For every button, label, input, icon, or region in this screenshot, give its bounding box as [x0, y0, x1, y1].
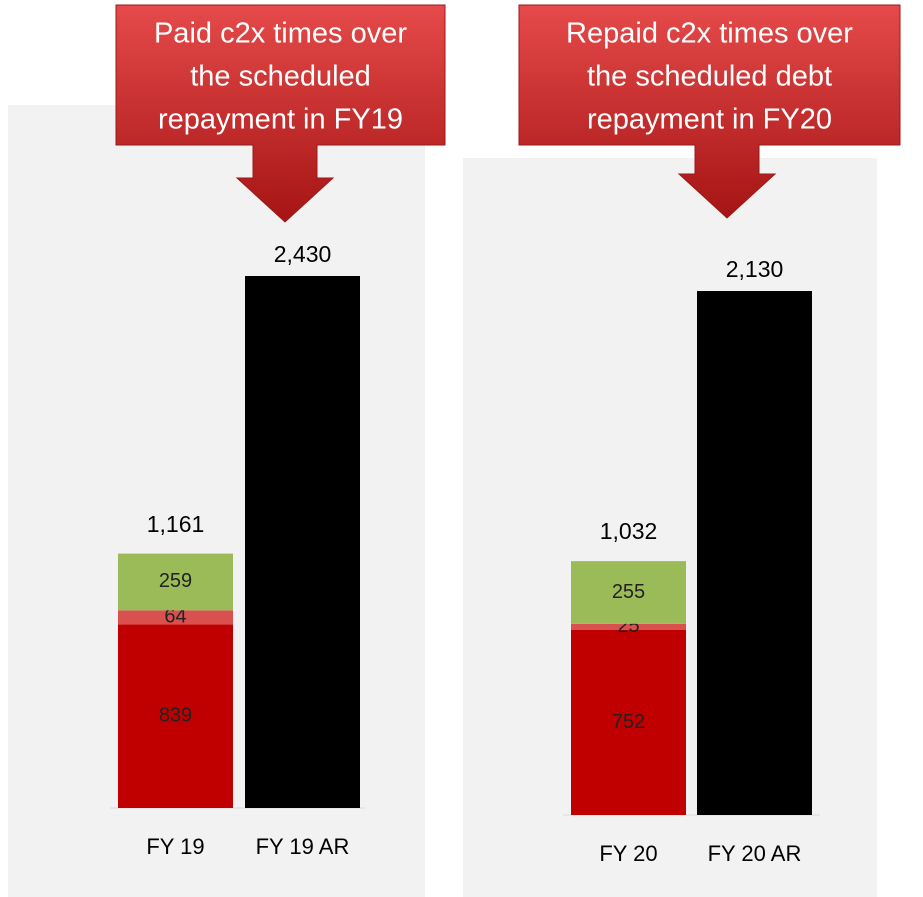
callout-text: the scheduled debt — [587, 61, 832, 93]
segment-label: 255 — [612, 581, 645, 603]
callout-text: Repaid c2x times over — [566, 18, 853, 50]
category-label: FY 20 AR — [708, 841, 802, 866]
segment-label: 752 — [612, 711, 645, 733]
bar-segment — [118, 610, 233, 625]
bar-segment — [571, 561, 686, 624]
category-label: FY 20 — [599, 841, 657, 866]
bar-segment — [571, 623, 686, 631]
bar-segment — [697, 291, 812, 815]
callout — [518, 4, 901, 219]
callout-text: the scheduled — [190, 61, 371, 93]
segment-label: 839 — [159, 704, 192, 726]
bar-label: 2,130 — [726, 256, 784, 282]
bar-segment — [118, 624, 233, 808]
callout-text: repayment in FY20 — [587, 104, 832, 136]
total-label: 1,161 — [147, 511, 205, 537]
callout-text: Paid c2x times over — [154, 18, 407, 50]
callout-text: repayment in FY19 — [158, 104, 403, 136]
bar-segment — [571, 630, 686, 815]
bar-label: 2,430 — [274, 241, 332, 267]
callout — [115, 4, 446, 223]
total-label: 1,032 — [600, 518, 658, 544]
segment-label: 64 — [164, 606, 186, 628]
bar-segment — [245, 276, 360, 808]
category-label: FY 19 — [146, 834, 204, 859]
segment-label: 259 — [159, 570, 192, 592]
category-label: FY 19 AR — [256, 834, 350, 859]
bar-segment — [118, 553, 233, 611]
